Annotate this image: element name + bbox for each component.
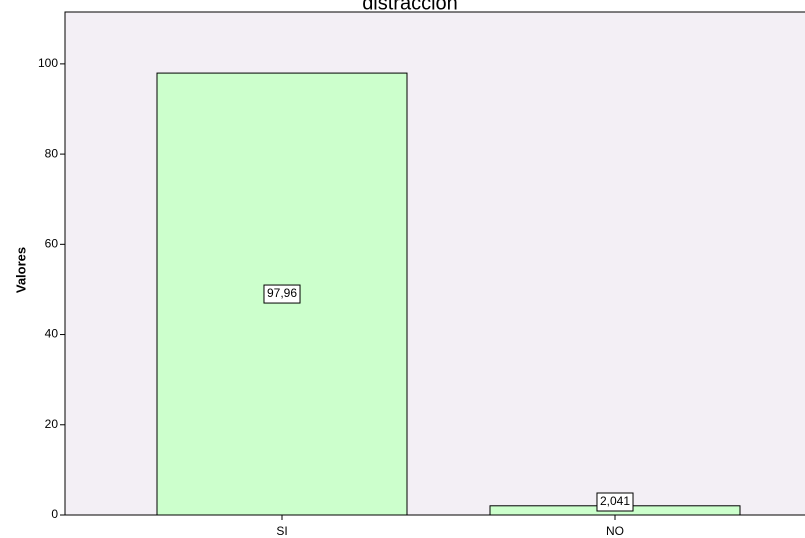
chart-title: distracción <box>362 0 458 14</box>
data-label-box <box>596 492 634 512</box>
y-tick-label: 100 <box>38 56 58 70</box>
x-tick-label: NO <box>606 524 624 538</box>
y-axis-label: Valores <box>13 247 28 293</box>
y-tick-label: 40 <box>45 327 59 341</box>
x-tick-label: SI <box>276 524 287 538</box>
data-label: 2,041 <box>600 494 630 508</box>
y-tick-label: 60 <box>45 236 59 250</box>
y-tick-label: 20 <box>45 417 59 431</box>
y-tick-label: 80 <box>45 146 59 160</box>
data-label-box <box>263 284 301 304</box>
data-label: 97,96 <box>267 286 297 300</box>
y-tick-label: 0 <box>51 507 58 521</box>
